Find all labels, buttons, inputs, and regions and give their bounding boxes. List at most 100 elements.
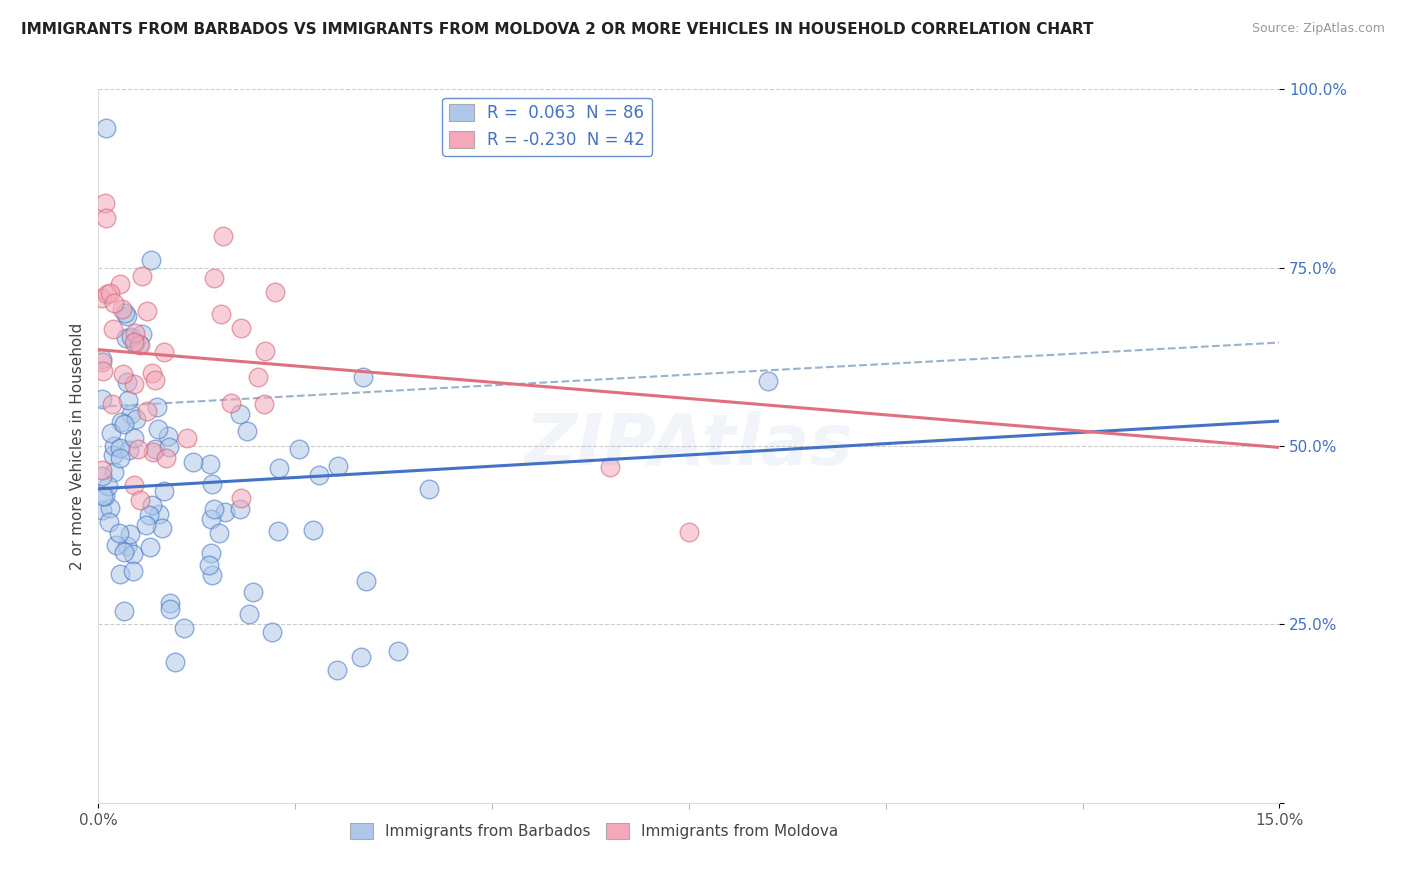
- Point: [103, 439, 125, 453]
- Point: [214, 504, 236, 518]
- Point: [91, 291, 114, 305]
- Point: [138, 508, 160, 522]
- Point: [155, 451, 177, 466]
- Point: [260, 625, 283, 640]
- Point: [115, 539, 138, 553]
- Point: [242, 585, 264, 599]
- Point: [110, 415, 132, 429]
- Point: [153, 345, 176, 359]
- Point: [200, 457, 222, 471]
- Point: [202, 271, 225, 285]
- Point: [122, 564, 145, 578]
- Point: [101, 322, 124, 336]
- Point: [197, 558, 219, 572]
- Text: IMMIGRANTS FROM BARBADOS VS IMMIGRANTS FROM MOLDOVA 2 OR MORE VEHICLES IN HOUSEH: IMMIGRANTS FROM BARBADOS VS IMMIGRANTS F…: [21, 22, 1094, 37]
- Point: [91, 468, 114, 483]
- Point: [125, 412, 148, 426]
- Point: [153, 483, 176, 498]
- Point: [156, 429, 179, 443]
- Point: [136, 304, 159, 318]
- Point: [141, 498, 163, 512]
- Point: [112, 545, 135, 559]
- Point: [131, 326, 153, 341]
- Point: [91, 351, 114, 366]
- Point: [117, 393, 139, 408]
- Point: [91, 503, 114, 517]
- Point: [103, 448, 125, 462]
- Point: [263, 285, 285, 299]
- Point: [110, 566, 132, 581]
- Point: [204, 502, 226, 516]
- Point: [141, 366, 163, 380]
- Point: [159, 602, 181, 616]
- Point: [678, 524, 700, 539]
- Point: [110, 302, 132, 317]
- Point: [124, 326, 146, 341]
- Point: [142, 445, 165, 459]
- Point: [91, 463, 114, 477]
- Point: [103, 465, 125, 479]
- Point: [108, 526, 131, 541]
- Point: [173, 621, 195, 635]
- Point: [124, 336, 146, 351]
- Point: [117, 375, 139, 389]
- Point: [238, 607, 260, 621]
- Legend: Immigrants from Barbados, Immigrants from Moldova: Immigrants from Barbados, Immigrants fro…: [344, 817, 845, 845]
- Point: [200, 511, 222, 525]
- Text: ZIPAtlas: ZIPAtlas: [524, 411, 853, 481]
- Point: [252, 397, 274, 411]
- Point: [146, 401, 169, 415]
- Point: [122, 547, 145, 561]
- Point: [308, 467, 330, 482]
- Point: [120, 407, 142, 421]
- Point: [110, 450, 132, 465]
- Point: [108, 277, 131, 292]
- Point: [94, 489, 117, 503]
- Point: [208, 526, 231, 541]
- Point: [96, 211, 118, 225]
- Point: [354, 574, 377, 589]
- Point: [209, 307, 232, 321]
- Point: [267, 524, 290, 538]
- Point: [112, 604, 135, 618]
- Point: [599, 460, 621, 475]
- Point: [127, 442, 149, 456]
- Point: [353, 370, 375, 384]
- Point: [139, 253, 162, 268]
- Point: [200, 546, 222, 560]
- Point: [254, 343, 277, 358]
- Point: [98, 285, 121, 300]
- Point: [201, 567, 224, 582]
- Point: [122, 377, 145, 392]
- Point: [100, 426, 122, 441]
- Point: [219, 396, 242, 410]
- Point: [111, 368, 134, 382]
- Point: [131, 268, 153, 283]
- Point: [128, 337, 150, 351]
- Point: [98, 516, 121, 530]
- Point: [114, 306, 136, 320]
- Point: [328, 459, 350, 474]
- Point: [115, 309, 138, 323]
- Point: [122, 478, 145, 492]
- Point: [93, 195, 115, 210]
- Point: [112, 417, 135, 431]
- Point: [229, 501, 252, 516]
- Text: Source: ZipAtlas.com: Source: ZipAtlas.com: [1251, 22, 1385, 36]
- Point: [201, 476, 224, 491]
- Point: [135, 518, 157, 533]
- Point: [231, 491, 253, 505]
- Point: [91, 355, 114, 369]
- Point: [120, 330, 142, 344]
- Point: [96, 121, 118, 136]
- Point: [96, 287, 118, 301]
- Point: [350, 649, 373, 664]
- Point: [98, 500, 121, 515]
- Point: [418, 482, 440, 496]
- Point: [122, 431, 145, 445]
- Point: [143, 373, 166, 387]
- Point: [325, 663, 347, 677]
- Point: [159, 596, 181, 610]
- Point: [114, 331, 136, 345]
- Point: [103, 296, 125, 310]
